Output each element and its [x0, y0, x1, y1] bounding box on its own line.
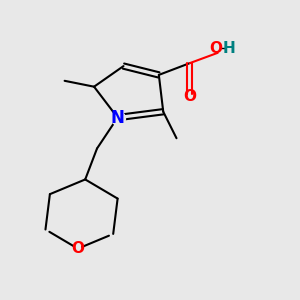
Text: O: O — [71, 241, 84, 256]
Text: N: N — [111, 109, 124, 127]
Text: O: O — [183, 89, 196, 104]
Text: O: O — [210, 41, 223, 56]
Text: H: H — [223, 41, 236, 56]
